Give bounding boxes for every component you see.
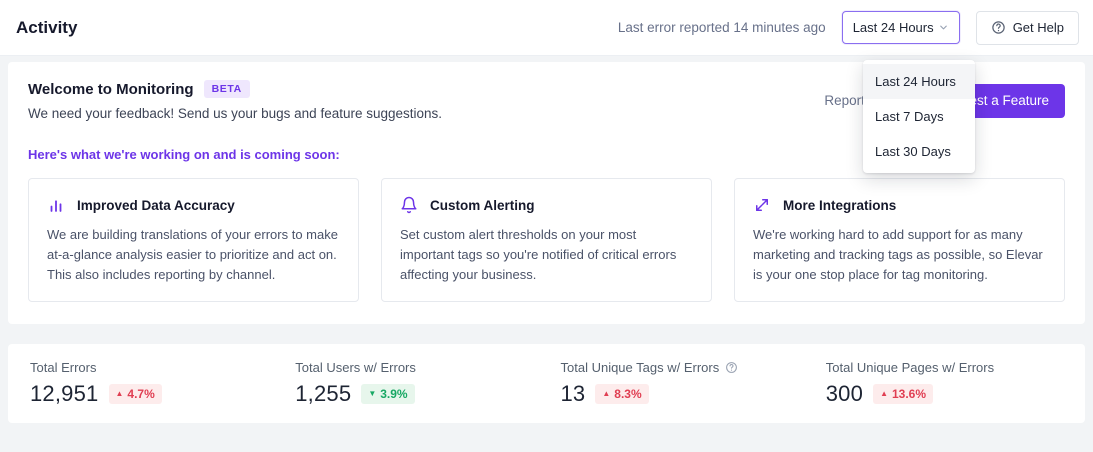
stat-value: 300 <box>825 381 864 407</box>
stat-label-text: Total Unique Tags w/ Errors <box>560 360 720 376</box>
time-range-select[interactable]: Last 24 Hours <box>841 11 960 44</box>
feature-title: Improved Data Accuracy <box>77 197 235 213</box>
dropdown-option-last-30-days[interactable]: Last 30 Days <box>875 144 951 159</box>
stat-change-badge: ▲ 8.3% <box>595 384 649 405</box>
chevron-down-icon <box>938 22 949 33</box>
time-range-selected-value: Last 24 Hours <box>852 20 934 35</box>
bar-chart-icon <box>47 196 65 214</box>
question-circle-icon <box>991 20 1006 35</box>
coming-soon-heading: Here's what we're working on and is comi… <box>28 147 340 162</box>
feature-description: We're working hard to add support for as… <box>753 227 1043 283</box>
feature-title: More Integrations <box>783 197 897 213</box>
stat-total-unique-pages-with-errors: Total Unique Pages w/ Errors 300 ▲ 13.6% <box>812 360 1077 407</box>
stat-label-text: Total Users w/ Errors <box>295 360 416 376</box>
stat-value: 12,951 <box>30 381 99 407</box>
stat-label: Total Unique Pages w/ Errors <box>826 360 1063 375</box>
stat-label: Total Unique Tags w/ Errors <box>561 360 798 375</box>
stat-change-badge: ▲ 13.6% <box>873 384 934 405</box>
last-error-text: Last error reported 14 minutes ago <box>617 20 826 35</box>
stat-change-value: 3.9% <box>380 387 408 402</box>
stat-label-text: Total Unique Pages w/ Errors <box>825 360 995 376</box>
page-title: Activity <box>16 17 78 37</box>
stat-label-text: Total Errors <box>30 360 97 376</box>
welcome-title: Welcome to Monitoring <box>28 80 194 98</box>
help-circle-icon[interactable] <box>725 361 738 374</box>
feature-card-improved-data-accuracy: Improved Data Accuracy We are building t… <box>28 178 359 303</box>
stat-total-users-with-errors: Total Users w/ Errors 1,255 ▼ 3.9% <box>281 360 546 407</box>
time-range-dropdown-menu: Last 24 Hours Last 7 Days Last 30 Days <box>863 60 975 173</box>
feature-title: Custom Alerting <box>430 197 535 213</box>
feature-card-list: Improved Data Accuracy We are building t… <box>28 178 1065 303</box>
bell-icon <box>400 196 418 214</box>
stats-summary-card: Total Errors 12,951 ▲ 4.7% Total Users w… <box>8 344 1085 424</box>
trend-up-icon: ▲ <box>602 389 611 399</box>
trend-up-icon: ▲ <box>880 389 888 399</box>
stat-total-unique-tags-with-errors: Total Unique Tags w/ Errors 13 ▲ 8.3% <box>547 360 812 407</box>
feature-description: We are building translations of your err… <box>47 227 338 283</box>
stat-total-errors: Total Errors 12,951 ▲ 4.7% <box>16 360 281 407</box>
dropdown-option-last-7-days[interactable]: Last 7 Days <box>875 109 944 124</box>
trend-down-icon: ▼ <box>368 389 377 399</box>
stat-change-badge: ▲ 4.7% <box>108 384 162 405</box>
stat-change-value: 8.3% <box>614 387 642 402</box>
top-header: Activity Last error reported 14 minutes … <box>0 0 1093 56</box>
trend-up-icon: ▲ <box>115 389 124 399</box>
welcome-heading-block: Welcome to Monitoring BETA We need your … <box>28 80 442 121</box>
stat-label: Total Errors <box>30 360 267 375</box>
stat-change-value: 13.6% <box>891 387 927 402</box>
welcome-subtitle: We need your feedback! Send us your bugs… <box>28 106 443 121</box>
beta-badge: BETA <box>203 80 250 98</box>
topbar-actions: Last error reported 14 minutes ago Last … <box>617 10 1079 45</box>
get-help-label: Get Help <box>1012 20 1064 35</box>
stat-label: Total Users w/ Errors <box>295 360 532 375</box>
diagonal-arrows-icon <box>753 196 771 214</box>
stat-value: 1,255 <box>295 381 352 407</box>
feature-card-more-integrations: More Integrations We're working hard to … <box>734 178 1065 303</box>
dropdown-option-last-24-hours[interactable]: Last 24 Hours <box>863 64 975 99</box>
stat-change-value: 4.7% <box>127 387 155 402</box>
stat-change-badge: ▼ 3.9% <box>361 384 415 405</box>
get-help-button[interactable]: Get Help <box>975 10 1079 45</box>
feature-card-custom-alerting: Custom Alerting Set custom alert thresho… <box>381 178 712 303</box>
feature-description: Set custom alert thresholds on your most… <box>400 227 677 283</box>
stat-value: 13 <box>560 381 586 407</box>
